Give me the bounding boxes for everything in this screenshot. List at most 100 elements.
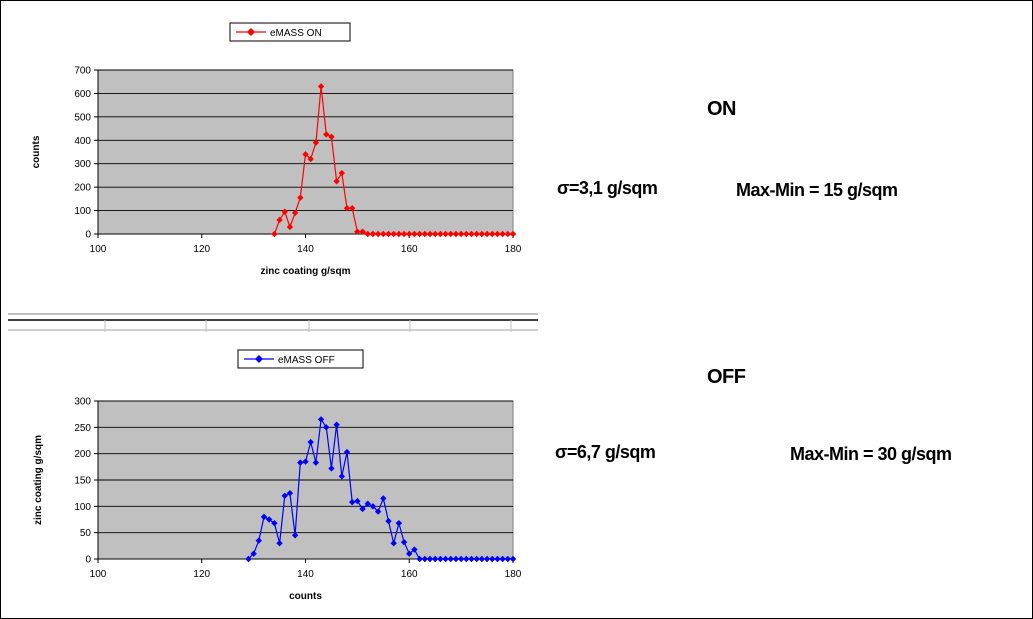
y-tick-label-0: 0 (85, 230, 91, 241)
off-range: Max-Min = 30 g/sqm (790, 444, 952, 464)
x-tick-label-4: 180 (505, 244, 522, 255)
data-point-39 (473, 230, 480, 238)
y-tick-label-2: 100 (74, 502, 91, 513)
data-point-28 (416, 230, 423, 238)
off-sigma: σ=6,7 g/sqm (555, 442, 656, 462)
data-point-36 (431, 555, 439, 563)
data-point-42 (463, 555, 470, 563)
legend-marker (255, 355, 263, 363)
data-point-7 (307, 155, 314, 163)
data-point-5 (297, 194, 304, 201)
data-point-31 (431, 230, 439, 238)
y-tick-label-5: 250 (74, 423, 91, 434)
data-point-20 (348, 498, 356, 506)
legend-box (237, 349, 364, 369)
data-point-31 (406, 550, 413, 557)
data-point-47 (489, 555, 496, 563)
data-point-27 (411, 230, 418, 238)
data-point-11 (302, 458, 309, 465)
x-tick-label-0: 100 (90, 244, 107, 255)
y-tick-label-0: 0 (85, 555, 91, 566)
legend-label: eMASS OFF (278, 355, 335, 366)
data-point-4 (291, 209, 299, 217)
data-point-40 (478, 230, 486, 238)
data-point-34 (421, 555, 429, 563)
data-point-1 (276, 216, 283, 224)
data-point-20 (374, 230, 382, 238)
data-point-46 (509, 230, 517, 238)
data-point-8 (312, 139, 320, 146)
x-tick-label-4: 180 (505, 569, 522, 580)
x-tick-label-0: 100 (90, 569, 107, 580)
y-tick-label-7: 700 (74, 66, 91, 77)
data-point-0 (245, 555, 252, 563)
data-point-7 (281, 492, 288, 499)
data-point-18 (338, 473, 346, 480)
data-point-26 (380, 495, 387, 502)
data-point-18 (364, 230, 371, 238)
data-point-41 (483, 230, 491, 238)
off-title: OFF (707, 366, 746, 388)
data-point-30 (400, 538, 408, 546)
y-tick-label-2: 200 (74, 183, 91, 194)
x-tick-label-3: 160 (401, 244, 418, 255)
data-point-17 (359, 228, 366, 235)
data-point-0 (271, 230, 278, 238)
data-point-43 (468, 555, 475, 563)
data-point-14 (317, 416, 325, 423)
y-tick-label-3: 150 (74, 476, 91, 487)
data-point-30 (426, 230, 434, 238)
data-point-41 (457, 555, 465, 563)
data-point-24 (395, 230, 403, 238)
data-point-26 (406, 230, 413, 238)
x-axis-label: counts (289, 591, 322, 602)
data-point-24 (369, 503, 377, 510)
y-tick-label-6: 600 (74, 89, 91, 100)
data-point-23 (390, 230, 397, 238)
data-point-33 (442, 230, 449, 238)
data-point-2 (281, 208, 288, 215)
data-point-16 (354, 228, 361, 235)
x-tick-label-1: 120 (193, 244, 210, 255)
data-point-15 (348, 205, 356, 212)
x-tick-label-2: 140 (297, 244, 314, 255)
data-point-34 (447, 230, 454, 238)
y-tick-label-1: 100 (74, 206, 91, 217)
data-point-33 (416, 555, 423, 563)
data-point-42 (489, 230, 496, 238)
y-axis-label: counts (31, 135, 42, 168)
data-point-44 (473, 555, 480, 563)
y-tick-label-3: 300 (74, 159, 91, 170)
data-point-21 (354, 497, 361, 505)
on-title: ON (707, 98, 737, 120)
data-point-32 (437, 230, 444, 238)
data-point-10 (323, 131, 330, 138)
data-point-13 (312, 459, 320, 466)
y-axis-label: zinc coating g/sqm (33, 435, 44, 525)
data-point-15 (323, 424, 330, 431)
data-point-19 (369, 230, 377, 238)
y-tick-label-1: 50 (80, 528, 92, 539)
x-tick-label-1: 120 (193, 569, 210, 580)
chart-emass-on: eMASS ON 0 100 200 300 400 500 600 700 100 120 140 1… (31, 22, 522, 277)
legend-label: eMASS ON (270, 28, 322, 39)
data-point-49 (499, 555, 506, 563)
data-point-48 (494, 555, 501, 563)
data-point-8 (286, 489, 294, 497)
data-point-14 (343, 205, 351, 212)
data-point-4 (265, 516, 273, 523)
data-point-35 (426, 555, 434, 563)
y-tick-label-6: 300 (74, 397, 91, 408)
data-point-22 (385, 230, 392, 238)
y-tick-label-4: 400 (74, 136, 91, 147)
data-point-35 (452, 230, 460, 238)
data-point-38 (442, 555, 449, 563)
data-point-19 (343, 448, 351, 456)
data-point-39 (447, 555, 454, 563)
data-point-44 (499, 230, 506, 238)
x-axis-label: zinc coating g/sqm (260, 266, 350, 277)
data-point-37 (437, 555, 444, 563)
data-point-17 (333, 421, 340, 428)
data-point-13 (338, 169, 346, 177)
data-point-21 (380, 230, 387, 238)
